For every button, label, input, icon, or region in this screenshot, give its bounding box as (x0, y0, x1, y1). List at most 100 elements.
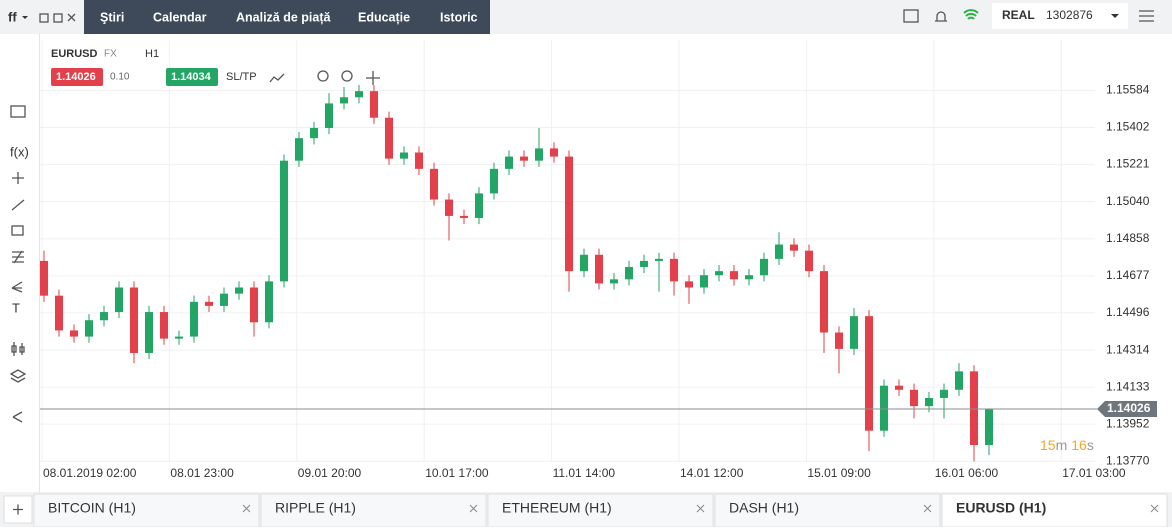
icon-window[interactable] (53, 13, 63, 23)
candle-body (445, 199, 453, 216)
candle-body (625, 267, 633, 280)
ask-price[interactable]: 1.14034 (171, 71, 212, 83)
tab[interactable] (941, 493, 1168, 528)
tool-crosshair[interactable] (12, 172, 24, 184)
tool-fan[interactable] (11, 281, 23, 293)
candle-body (880, 385, 888, 431)
candle-body (760, 258, 768, 276)
candle-body (685, 281, 693, 288)
y-tick-label: 1.15402 (1106, 120, 1150, 134)
icon-pan[interactable] (366, 71, 380, 85)
logo[interactable]: ff (8, 9, 17, 24)
icon-signal (963, 9, 979, 20)
tool-fibonacci[interactable] (12, 250, 24, 264)
buy-button[interactable] (166, 68, 218, 86)
nav-item[interactable]: Ştiri (100, 10, 124, 24)
tab-close[interactable] (696, 504, 705, 513)
candle-body (250, 287, 258, 323)
tab[interactable] (487, 493, 714, 528)
market: FX (104, 49, 117, 60)
tool-text[interactable]: T (12, 300, 20, 315)
candle-body (565, 156, 573, 272)
y-tick-label: 1.15040 (1106, 194, 1150, 208)
sltp-button[interactable]: SL/TP (226, 71, 257, 83)
candle-body (715, 271, 723, 276)
icon-layout[interactable] (903, 9, 919, 23)
add-icon (13, 504, 23, 515)
add-tab[interactable] (3, 495, 33, 524)
icon-popout[interactable] (39, 13, 49, 23)
tab-label[interactable]: BITCOIN (H1) (48, 500, 136, 516)
y-tick-label: 1.14314 (1106, 342, 1150, 356)
candle-body (355, 91, 363, 98)
tab-close[interactable] (1150, 504, 1159, 513)
x-tick-label: 09.01 20:00 (298, 466, 362, 480)
x-tick-label: 08.01.2019 02:00 (43, 466, 137, 480)
tool-share[interactable] (12, 411, 23, 423)
candle-body (370, 91, 378, 118)
candle-body (655, 258, 663, 261)
candle-body (400, 152, 408, 159)
x-tick-label: 11.01 14:00 (553, 466, 616, 480)
interval[interactable]: H1 (145, 48, 159, 60)
y-tick-label: 1.14677 (1106, 268, 1150, 282)
x-tick-label: 16.01 06:00 (935, 466, 999, 480)
y-tick-label: 1.15221 (1106, 157, 1150, 171)
tool-trendline[interactable] (11, 199, 25, 211)
y-tick-label: 1.13952 (1106, 416, 1150, 430)
icon-menu[interactable] (1139, 10, 1154, 22)
candle-body (460, 215, 468, 218)
candle-body (595, 254, 603, 284)
candle-body (790, 244, 798, 251)
candle-body (265, 281, 273, 323)
x-tick-label: 17.01 03:00 (1062, 466, 1126, 480)
tab-close[interactable] (469, 504, 478, 513)
tab[interactable] (33, 493, 260, 528)
y-tick-label: 1.13770 (1106, 454, 1150, 468)
sell-button[interactable] (51, 68, 103, 86)
candle-body (220, 293, 228, 306)
tool-rectangle[interactable] (11, 225, 24, 236)
tool-candles[interactable] (11, 342, 25, 356)
y-tick-label: 1.15584 (1106, 82, 1150, 96)
candle-body (895, 385, 903, 390)
candle-body (955, 371, 963, 390)
tool-indicators[interactable]: f(x) (10, 144, 29, 159)
candle-body (490, 168, 498, 194)
candle-body (910, 389, 918, 407)
candle-body (520, 156, 528, 161)
icon-line-chart[interactable] (269, 73, 285, 83)
nav-bar (84, 0, 490, 34)
symbol[interactable]: EURUSD (51, 48, 98, 60)
account-type: REAL (1002, 8, 1035, 22)
candle-body (385, 117, 393, 159)
candle-body (730, 271, 738, 280)
icon-close[interactable] (67, 13, 76, 22)
tab-close[interactable] (923, 504, 932, 513)
nav-item[interactable]: Analiză de piață (236, 10, 332, 24)
tab-label[interactable]: DASH (H1) (729, 500, 799, 516)
nav-item[interactable]: Calendar (153, 10, 207, 24)
nav-item[interactable]: Educație (358, 10, 410, 24)
tool-layers[interactable] (9, 369, 27, 383)
candle-body (280, 160, 288, 282)
candle-body (295, 138, 303, 161)
candle-body (580, 254, 588, 272)
tab-label[interactable]: EURUSD (H1) (956, 500, 1046, 516)
candle-body (475, 193, 483, 218)
tool-chart-type[interactable] (10, 105, 26, 118)
icon-zoom-in[interactable] (341, 70, 353, 82)
candle-body (70, 330, 78, 337)
tab-label[interactable]: ETHEREUM (H1) (502, 500, 612, 516)
icon-bell[interactable] (935, 11, 947, 22)
bid-price[interactable]: 1.14026 (56, 71, 96, 83)
tab-close[interactable] (242, 504, 251, 513)
x-tick-label: 14.01 12:00 (680, 466, 744, 480)
y-tick-label: 1.14496 (1106, 305, 1150, 319)
icon-zoom-out[interactable] (317, 70, 329, 82)
account-box[interactable] (992, 3, 1128, 29)
nav-item[interactable]: Istoric (440, 10, 478, 24)
tab-label[interactable]: RIPPLE (H1) (275, 500, 356, 516)
tab[interactable] (714, 493, 941, 528)
